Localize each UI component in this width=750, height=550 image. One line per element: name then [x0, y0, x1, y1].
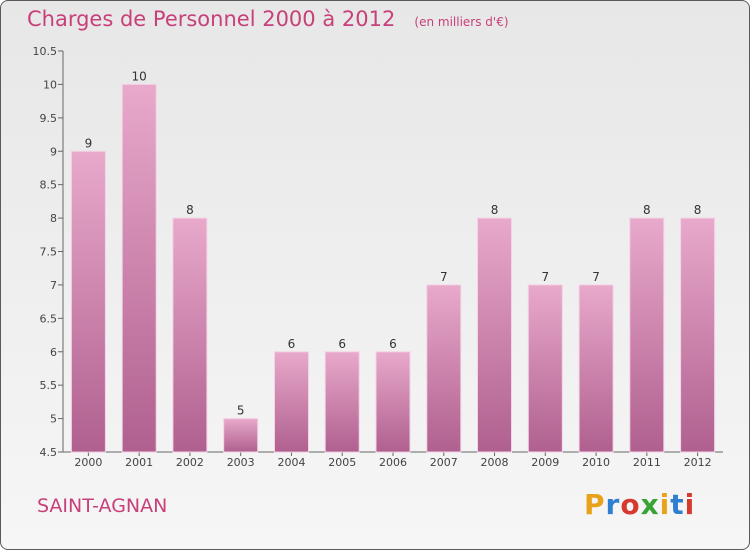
y-tick-label: 4.5 [40, 446, 58, 459]
bar-2002[interactable] [172, 217, 208, 453]
data-label: 6 [389, 337, 397, 351]
x-tick-label: 2011 [633, 456, 661, 469]
x-tick-label: 2006 [379, 456, 407, 469]
logo-letter: i [659, 488, 671, 521]
bar-2004[interactable] [274, 351, 309, 453]
y-tick-label: 9.5 [40, 112, 58, 125]
y-tick-label: 5 [50, 413, 57, 426]
data-label: 8 [491, 203, 499, 217]
x-tick-label: 2001 [125, 456, 153, 469]
bar-2006[interactable] [375, 351, 411, 453]
y-tick-label: 8.5 [40, 179, 58, 192]
chart-subtitle: (en milliers d'€) [414, 15, 509, 29]
x-tick-label: 2005 [328, 456, 356, 469]
bar-2001[interactable] [121, 83, 157, 453]
logo-letter: t [670, 488, 685, 521]
data-label: 6 [338, 337, 346, 351]
bar-2008[interactable] [477, 217, 512, 453]
y-tick-label: 6.5 [40, 312, 58, 325]
proxiti-logo[interactable]: Proxiti [584, 488, 695, 521]
bar-2007[interactable] [426, 284, 462, 453]
data-label: 8 [186, 203, 194, 217]
x-tick-label: 2000 [74, 456, 102, 469]
data-label: 6 [288, 337, 296, 351]
y-tick-label: 9 [50, 145, 57, 158]
data-label: 8 [643, 203, 651, 217]
y-tick-label: 5.5 [40, 379, 58, 392]
bar-2000[interactable] [70, 150, 106, 453]
bar-2012[interactable] [680, 217, 716, 453]
y-tick-label: 10 [43, 78, 57, 91]
y-tick-label: 8 [50, 212, 57, 225]
logo-letter: x [640, 488, 660, 521]
logo-letter: o [620, 488, 641, 521]
data-label: 7 [440, 270, 448, 284]
x-tick-label: 2002 [176, 456, 204, 469]
logo-letter: r [605, 488, 621, 521]
title-row: Charges de Personnel 2000 à 2012 (en mil… [27, 7, 509, 31]
commune-name: SAINT-AGNAN [37, 495, 168, 517]
y-tick-label: 7 [50, 279, 57, 292]
data-label: 8 [694, 203, 702, 217]
chart-title: Charges de Personnel 2000 à 2012 [27, 7, 396, 31]
x-tick-label: 2010 [582, 456, 610, 469]
bar-2003[interactable] [223, 418, 259, 453]
logo-letter: P [584, 488, 606, 521]
data-label: 10 [132, 69, 147, 83]
x-tick-label: 2008 [481, 456, 509, 469]
x-tick-label: 2012 [684, 456, 712, 469]
x-tick-label: 2003 [227, 456, 255, 469]
data-label: 9 [85, 136, 93, 150]
data-label: 7 [592, 270, 600, 284]
bar-2010[interactable] [578, 284, 614, 453]
x-tick-label: 2004 [277, 456, 305, 469]
x-tick-label: 2009 [531, 456, 559, 469]
y-tick-label: 10.5 [33, 45, 58, 58]
y-tick-label: 7.5 [40, 246, 58, 259]
data-label: 5 [237, 404, 245, 418]
bar-2009[interactable] [527, 284, 563, 453]
bar-2005[interactable] [324, 351, 360, 453]
y-tick-label: 6 [50, 346, 57, 359]
x-tick-label: 2007 [430, 456, 458, 469]
logo-letter: i [684, 488, 696, 521]
bar-2011[interactable] [629, 217, 665, 453]
data-label: 7 [541, 270, 549, 284]
